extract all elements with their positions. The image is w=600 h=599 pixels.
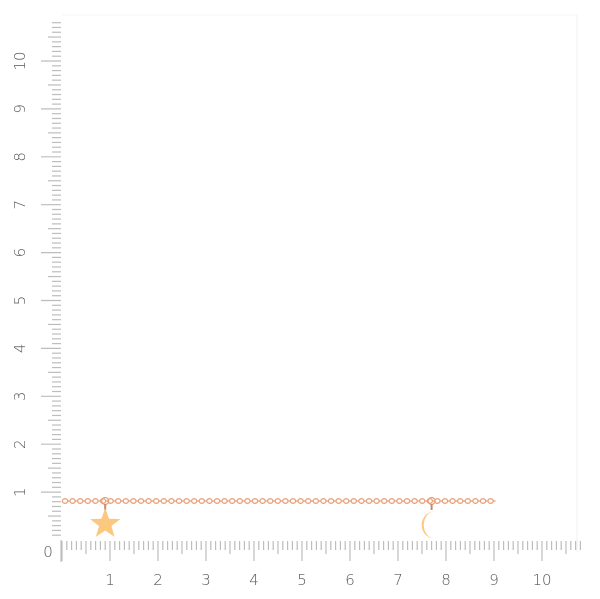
chain-link — [441, 498, 449, 504]
chain-link — [312, 498, 320, 504]
chain-link — [320, 498, 327, 504]
ruler-label-x: 0 — [43, 543, 53, 561]
bracelet-chain — [61, 498, 496, 504]
ruler-label-x: 10 — [532, 571, 551, 589]
ruler-label-x: 3 — [201, 571, 211, 589]
ruler-label-y: 9 — [11, 104, 29, 114]
chain-link — [92, 498, 99, 504]
chain-link — [282, 498, 289, 504]
ruler-label-x: 5 — [297, 571, 307, 589]
chain-link — [335, 498, 342, 504]
chain-link — [479, 498, 487, 504]
chain-link — [464, 498, 472, 504]
star-charm-icon — [90, 508, 121, 537]
chain-link — [350, 498, 358, 504]
chain-link — [266, 498, 274, 504]
ruler-label-y: 2 — [11, 439, 29, 449]
chain-link — [145, 498, 152, 504]
chain-link — [152, 498, 160, 504]
chain-link — [183, 498, 190, 504]
ruler-label-y: 4 — [11, 344, 29, 354]
chain-link — [198, 498, 206, 504]
chain-link — [487, 498, 494, 504]
horizontal-ruler-labels: 0 1 2 3 4 5 6 7 8 9 10 — [43, 543, 551, 589]
chain-link — [327, 498, 335, 504]
chain-link — [411, 498, 418, 504]
chain-link — [175, 498, 183, 504]
ruler-label-y: 6 — [11, 248, 29, 258]
chain-link — [228, 498, 236, 504]
chain-link — [403, 498, 411, 504]
ruler-label-x: 9 — [489, 571, 499, 589]
chain-link — [456, 498, 464, 504]
chain-link — [206, 498, 213, 504]
ruler-label-y: 5 — [11, 296, 29, 306]
ruler-label-x: 1 — [105, 571, 115, 589]
chain-link — [137, 498, 145, 504]
chain-link — [251, 498, 259, 504]
horizontal-ruler — [60, 540, 582, 562]
chain-link — [244, 498, 251, 504]
ruler-label-x: 4 — [249, 571, 259, 589]
frame-lines — [62, 14, 578, 552]
ruler-label-x: 6 — [345, 571, 355, 589]
chain-link — [358, 498, 365, 504]
chain-link — [76, 498, 84, 504]
chain-link — [122, 498, 130, 504]
ruler-label-y: 3 — [11, 392, 29, 402]
chain-link — [342, 498, 350, 504]
vertical-ruler — [41, 22, 61, 536]
ruler-label-x: 7 — [393, 571, 403, 589]
chain-link — [365, 498, 373, 504]
ruler-label-y: 8 — [11, 152, 29, 162]
chain-link — [69, 498, 76, 504]
chain-link — [84, 498, 92, 504]
ruler-label-y: 7 — [11, 200, 29, 210]
chain-link — [297, 498, 304, 504]
crescent-moon-charm-icon — [421, 511, 436, 539]
chain-link — [160, 498, 168, 504]
chain-link — [380, 498, 388, 504]
chain-link — [373, 498, 380, 504]
chain-link — [274, 498, 282, 504]
chain-link — [449, 498, 456, 504]
chain-link — [236, 498, 244, 504]
bracelet-charms — [90, 496, 436, 539]
chain-link — [130, 498, 137, 504]
chain-link — [61, 498, 69, 504]
ruler-label-y: 10 — [11, 51, 29, 70]
chain-link — [259, 498, 266, 504]
chain-link — [168, 498, 175, 504]
ruler-label-x: 2 — [153, 571, 163, 589]
chain-link — [388, 498, 396, 504]
chain-link — [114, 498, 122, 504]
chain-link — [304, 498, 312, 504]
chain-link — [190, 498, 198, 504]
vertical-ruler-labels: 1 2 3 4 5 6 7 8 9 10 — [11, 51, 29, 496]
chain-link — [472, 498, 479, 504]
ruler-label-y: 1 — [11, 487, 29, 497]
ruler-label-x: 8 — [441, 571, 451, 589]
chain-link — [221, 498, 228, 504]
chain-link — [418, 498, 426, 504]
chain-link — [396, 498, 403, 504]
chain-link — [213, 498, 221, 504]
chain-link — [289, 498, 297, 504]
